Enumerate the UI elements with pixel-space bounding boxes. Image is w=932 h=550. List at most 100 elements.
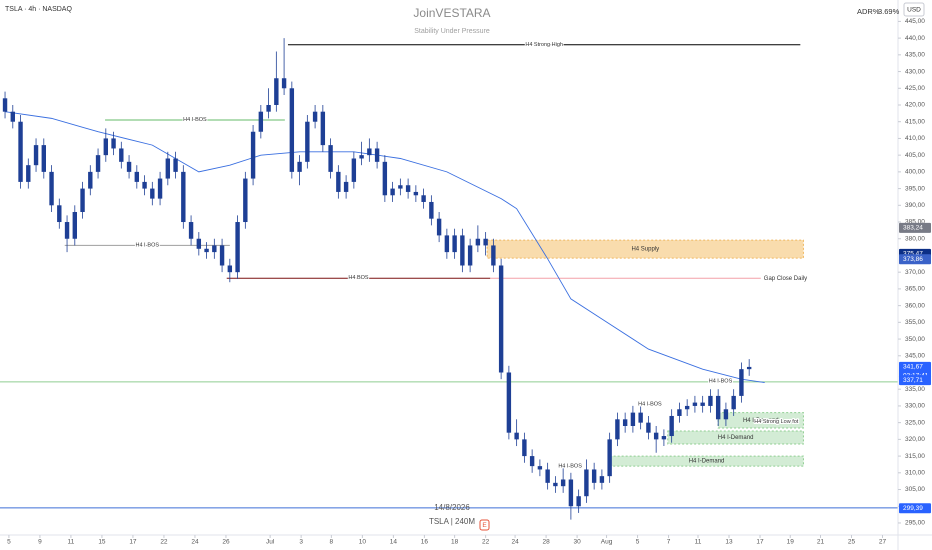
candle-body — [483, 238, 488, 246]
x-tick-label: 17 — [129, 539, 137, 546]
x-tick-label: 21 — [817, 539, 825, 546]
candle-body — [126, 161, 132, 172]
price-tag-label: 373,86 — [903, 256, 923, 263]
x-tick-label: 28 — [542, 539, 550, 546]
x-tick-label: 17 — [756, 539, 764, 546]
event-marker[interactable] — [479, 519, 490, 531]
candle-body — [274, 78, 279, 105]
candle-body — [599, 476, 605, 483]
candle-body — [630, 412, 636, 426]
y-tick-label: 415,00 — [905, 118, 925, 125]
candle-body — [584, 469, 589, 497]
price-tag-label: 299,39 — [903, 505, 923, 512]
candle-body — [72, 211, 78, 239]
candle-body — [576, 496, 581, 507]
candle-body — [646, 422, 651, 433]
x-tick-label: 24 — [191, 539, 199, 546]
zone-label: H4 I-Demand — [743, 418, 779, 424]
candle-body — [227, 265, 233, 273]
price-tag — [899, 375, 931, 386]
candle-body — [157, 178, 163, 199]
plot-area: H4 Supply H4 I-Demand H4 I-Demand H4 I-Dema… — [0, 38, 898, 520]
y-tick-label: 355,00 — [905, 319, 925, 326]
x-tick-label: 3 — [299, 539, 303, 546]
x-tick-label: Aug — [601, 539, 613, 546]
y-tick-label: 320,00 — [905, 436, 925, 443]
currency-box[interactable] — [903, 2, 925, 17]
y-tick-label: 345,00 — [905, 352, 925, 359]
candle-body — [553, 482, 558, 487]
price-tag — [899, 503, 931, 514]
candle-body — [390, 188, 395, 196]
level-label: H4 Strong High — [525, 42, 563, 48]
candle-body — [398, 185, 403, 189]
x-tick-label: 22 — [160, 539, 168, 546]
x-tick-label: 5 — [636, 539, 640, 546]
level-label: H4 I-BOS — [136, 242, 160, 248]
candle-body — [297, 161, 302, 172]
y-tick-label: 435,00 — [905, 52, 925, 59]
candle-body — [2, 98, 8, 112]
x-tick-label: 13 — [725, 539, 733, 546]
candle-body — [49, 171, 54, 206]
y-tick-label: 335,00 — [905, 386, 925, 393]
candle-body — [498, 265, 504, 373]
candle-body — [653, 432, 659, 440]
tagline: Stability Under Pressure — [414, 28, 490, 35]
candle-body — [429, 201, 434, 219]
y-tick-label: 385,00 — [905, 219, 925, 226]
candle-body — [10, 111, 15, 122]
candle-body — [708, 395, 713, 406]
x-tick-label: 8 — [330, 539, 334, 546]
candle-body — [359, 155, 364, 159]
y-tick-label: 365,00 — [905, 286, 925, 293]
candle-body — [235, 222, 240, 273]
y-tick-label: 325,00 — [905, 419, 925, 426]
candle-body — [64, 222, 70, 239]
candle-body — [266, 104, 271, 112]
moving-average — [4, 111, 765, 383]
candle-body — [281, 78, 287, 89]
candle-body — [95, 155, 101, 172]
candle-body — [351, 158, 357, 182]
candle-body — [638, 412, 643, 423]
candle-body — [444, 235, 450, 253]
x-tick-label: 15 — [98, 539, 106, 546]
zone — [486, 239, 804, 259]
candle-body — [26, 165, 31, 182]
candle-body — [684, 405, 690, 410]
candle-body — [18, 121, 23, 182]
candle-body — [413, 191, 419, 196]
y-tick-label: 380,00 — [905, 235, 925, 242]
candle-body — [165, 158, 171, 179]
y-tick-label: 370,00 — [905, 269, 925, 276]
candle-body — [289, 88, 295, 172]
price-tag — [899, 222, 931, 233]
candle-body — [591, 469, 597, 483]
zone — [667, 430, 804, 445]
candle-body — [212, 245, 217, 253]
candle-body — [374, 148, 380, 162]
candle-body — [80, 188, 85, 212]
x-tick-label: 16 — [421, 539, 429, 546]
y-tick-label: 445,00 — [905, 18, 925, 25]
event-marker-label[interactable]: E — [482, 522, 487, 529]
currency[interactable]: USD — [907, 7, 921, 14]
candle-body — [57, 205, 62, 223]
annotation: H4 I-BOS — [638, 402, 662, 408]
candle-body — [250, 131, 256, 179]
zone-label: H4 Supply — [631, 247, 659, 253]
candle-body — [405, 185, 411, 192]
y-tick-label: 400,00 — [905, 169, 925, 176]
y-tick-label: 350,00 — [905, 336, 925, 343]
candle-body — [506, 372, 512, 433]
candle-body — [305, 121, 310, 162]
candle-body — [452, 235, 457, 253]
y-tick-label: 310,00 — [905, 470, 925, 477]
level-label: H4 I-BOS — [183, 117, 207, 123]
price-tag-label: 375,47 — [903, 251, 923, 258]
candle-body — [150, 188, 155, 199]
candle-body — [475, 238, 481, 246]
candle-body — [367, 148, 372, 156]
